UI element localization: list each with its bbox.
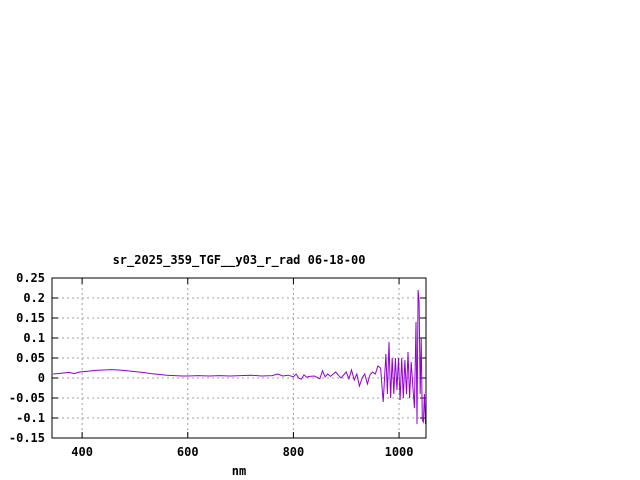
y-tick-label: -0.1 xyxy=(16,411,45,425)
y-tick-label: 0.2 xyxy=(23,291,45,305)
series-line xyxy=(53,289,426,425)
x-tick-label: 600 xyxy=(177,445,199,459)
y-tick-label: -0.15 xyxy=(9,431,45,445)
grid xyxy=(52,278,426,438)
y-tick-label: 0 xyxy=(38,371,45,385)
y-tick-label: 0.05 xyxy=(16,351,45,365)
ticks: 400 600 800 1000 -0.15 -0.1 -0.05 0 0.05 0.1 0.15 0… xyxy=(9,271,426,459)
x-axis-label: nm xyxy=(232,464,246,478)
x-tick-label: 1000 xyxy=(385,445,414,459)
chart-title: sr_2025_359_TGF__y03_r_rad 06-18-00 xyxy=(113,253,366,268)
y-tick-label: -0.05 xyxy=(9,391,45,405)
x-tick-label: 400 xyxy=(71,445,93,459)
y-tick-label: 0.1 xyxy=(23,331,45,345)
y-tick-label: 0.15 xyxy=(16,311,45,325)
y-tick-label: 0.25 xyxy=(16,271,45,285)
x-tick-label: 800 xyxy=(283,445,305,459)
plot-border xyxy=(51,277,427,439)
